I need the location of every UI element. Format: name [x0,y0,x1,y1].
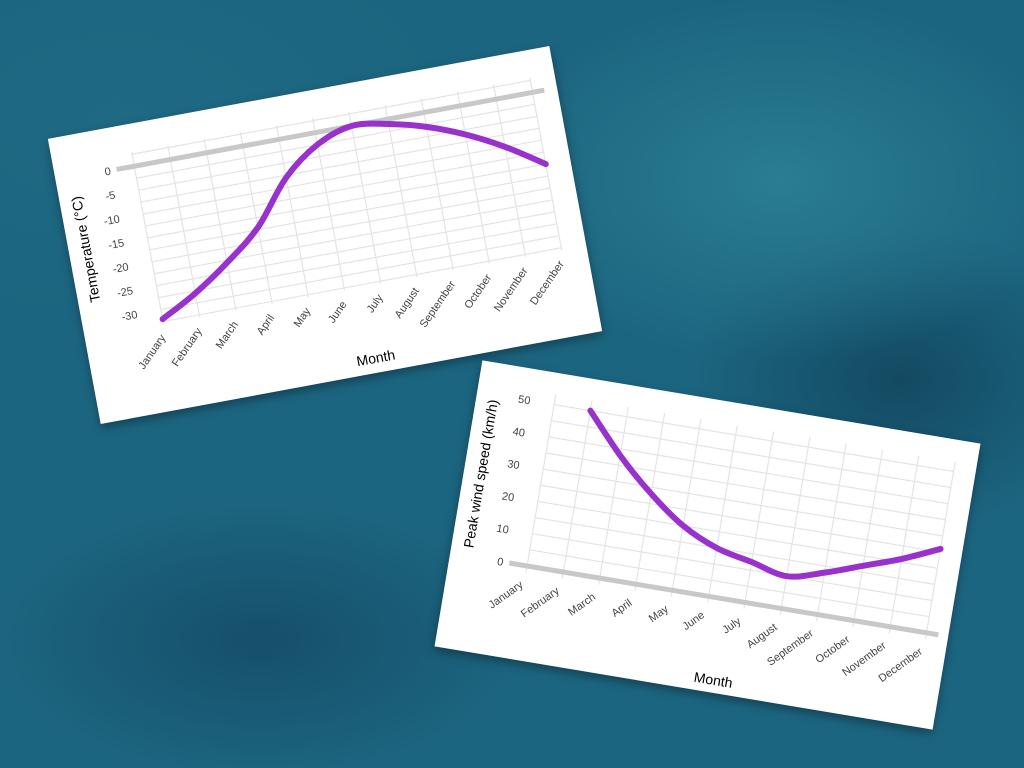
temperature-hgrid [160,235,560,311]
temperature-hgrid [162,247,562,323]
temperature-ytick-label: -5 [105,190,117,204]
wind-hgrid [529,549,930,618]
temperature-xtick-label: June [326,299,349,325]
wind-xtick-label: March [566,591,598,619]
wind-xtick-label: February [519,585,562,621]
temperature-y-axis-title: Temperature (°C) [68,195,103,304]
wind-hgrid [545,452,946,521]
temperature-hgrid [136,103,535,179]
temperature-xtick-label: August [393,286,422,321]
temperature-hgrid [143,139,542,215]
wind-vgrid [852,449,884,628]
temperature-ytick-label: -30 [121,309,139,324]
temperature-xtick-label: September [418,279,459,330]
temperature-hgrid [156,211,555,287]
wind-ytick-label: 30 [506,458,520,472]
wind-ytick-label: 50 [517,394,531,408]
wind-vgrid [598,406,629,585]
wind-xtick-label: May [647,603,671,625]
temperature-xtick-label: July [365,292,386,315]
wind-xtick-label: April [609,597,634,620]
wind-zero-line [508,560,939,638]
wind-y-axis-title: Peak wind speed (km/h) [460,398,501,549]
temperature-hgrid [151,187,551,263]
wind-vgrid [706,425,738,603]
wind-xtick-label: June [681,609,707,633]
wind-xtick-label: October [813,633,852,666]
temperature-xtick-label: April [255,312,277,337]
temperature-xtick-label: March [214,319,241,351]
wind-hgrid [543,468,943,537]
wind-vgrid [670,419,702,597]
temperature-xtick-label: December [528,259,567,308]
temperature-x-axis-title: Month [355,346,396,369]
temperature-hgrid [131,79,531,155]
wind-xtick-label: July [720,615,743,636]
temperature-hgrid [140,127,540,203]
wind-vgrid [888,455,920,634]
wind-vgrid [561,400,593,579]
temperature-series-line [159,120,549,323]
temperature-hgrid [147,163,546,239]
wind-vgrid [743,431,775,609]
wind-vgrid [779,437,811,616]
wind-hgrid [548,436,949,505]
temperature-xtick-label: January [136,332,168,371]
temperature-ytick-label: -20 [112,261,130,276]
wind-xtick-label: January [487,579,526,612]
wind-vgrid [525,394,557,573]
temperature-hgrid [158,223,557,299]
wind-x-axis-title: Month [693,669,734,691]
wind-hgrid [553,403,954,473]
wind-hgrid [540,484,941,553]
temperature-xtick-label: October [462,272,494,311]
temperature-xtick-label: February [170,325,205,368]
temperature-hgrid [145,151,544,227]
temperature-zero-line [116,87,545,172]
wind-ytick-label: 10 [496,523,510,537]
temperature-hgrid [154,199,553,275]
wind-hgrid [537,500,938,569]
wind-hgrid [532,533,933,602]
wind-hgrid [551,420,951,489]
temperature-ytick-label: 0 [104,166,112,179]
temperature-hgrid [149,175,549,251]
wind-hgrid [535,516,935,585]
wind-vgrid [634,413,666,591]
temperature-ytick-label: -10 [103,213,121,228]
wind-ytick-label: 20 [501,490,515,504]
temperature-xtick-label: November [492,265,531,314]
temperature-xtick-label: May [292,305,314,329]
wind-ytick-label: 0 [496,556,504,569]
wind-xtick-label: August [745,621,780,651]
temperature-ytick-label: -15 [107,237,125,252]
wind-ytick-label: 40 [512,426,526,440]
wind-vgrid [815,443,847,622]
temperature-hgrid [138,115,538,191]
wind-speed-chart-card: 0 10 20 30 40 50 January February March April May J… [434,360,981,730]
temperature-ytick-label: -25 [116,285,134,300]
